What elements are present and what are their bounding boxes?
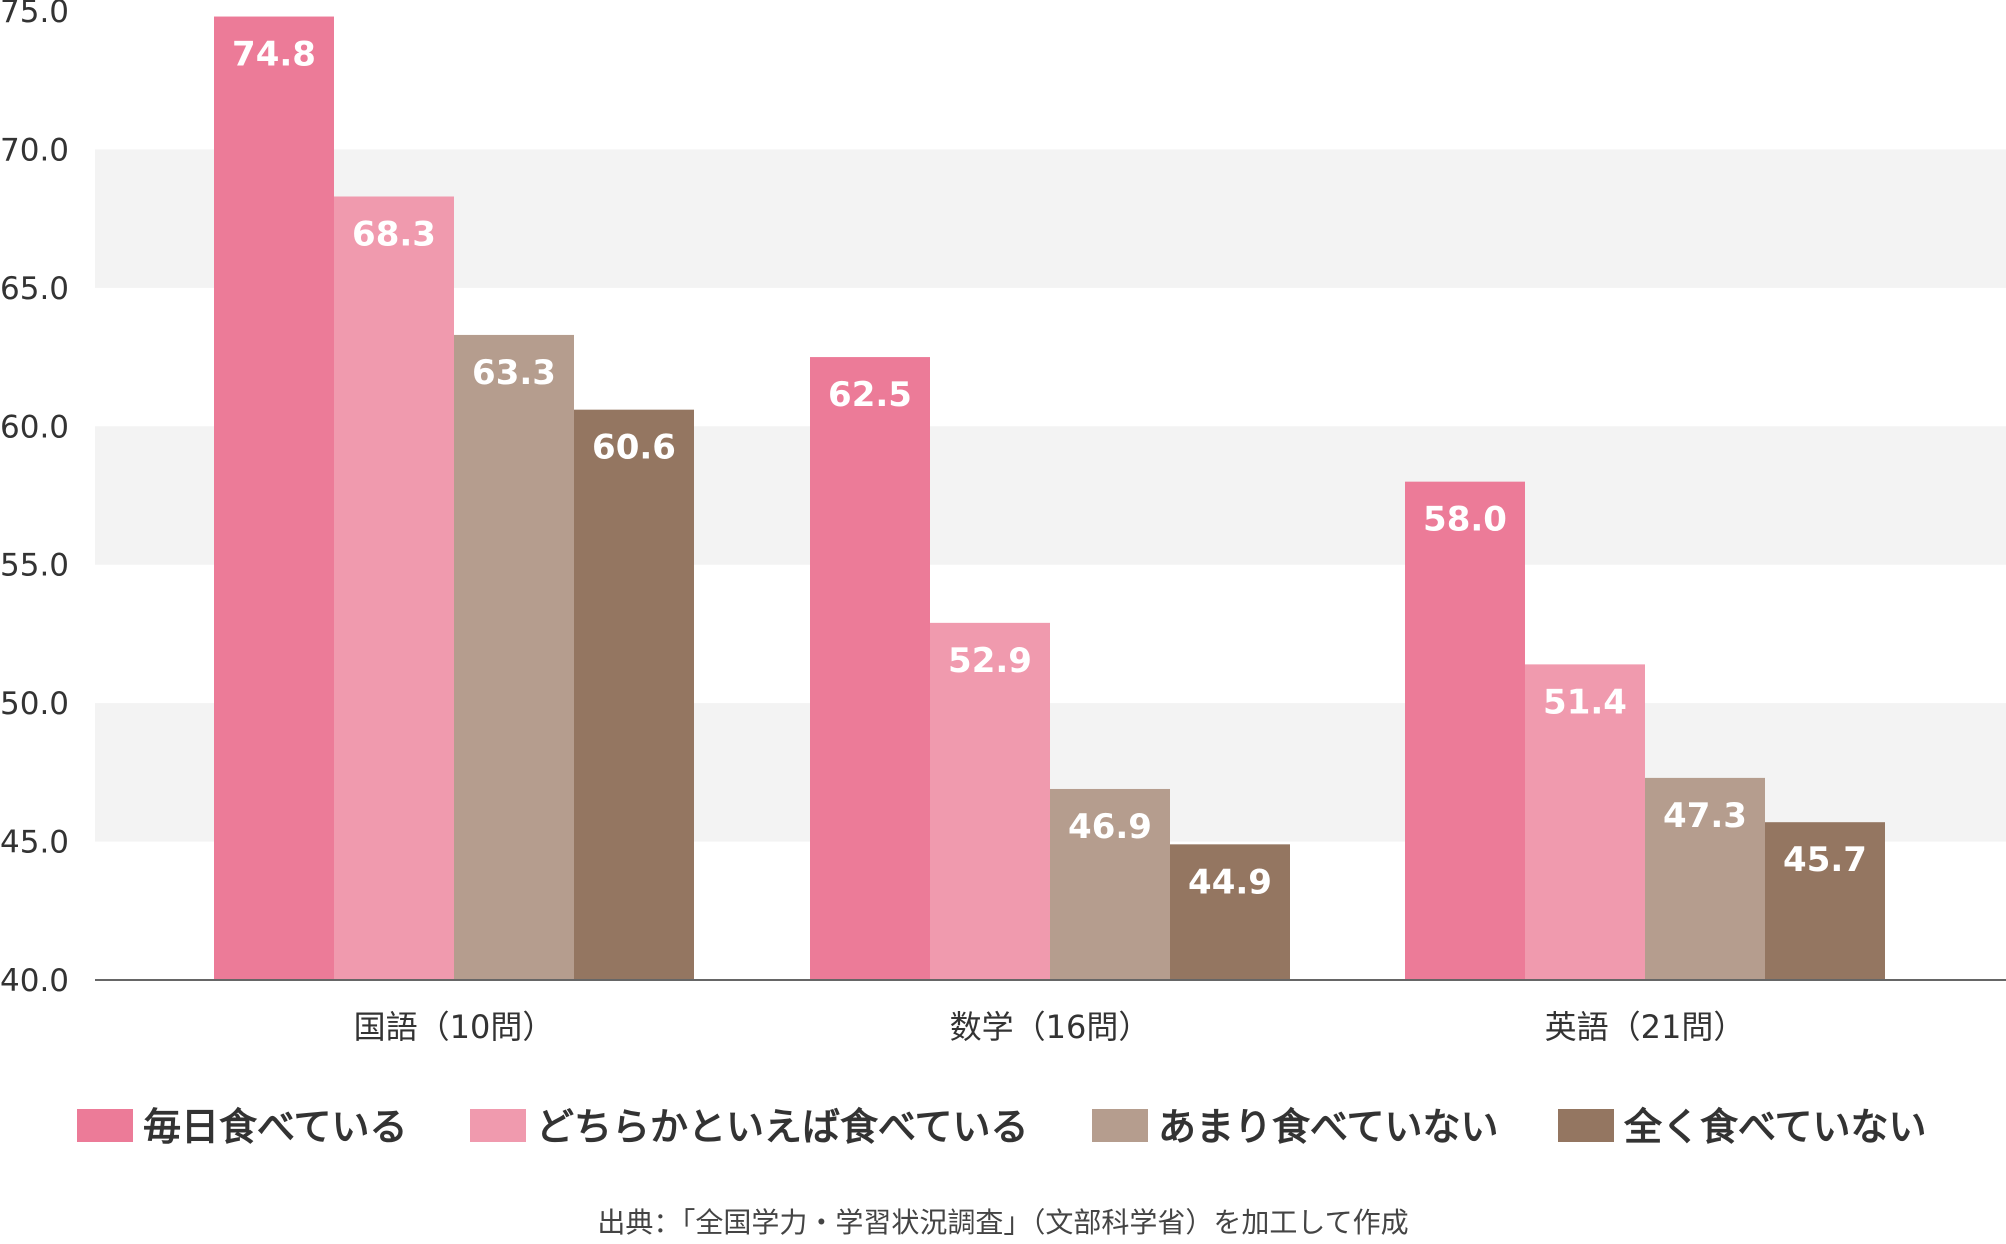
legend-swatch (1558, 1109, 1614, 1142)
legend: 毎日食べている どちらかといえば食べている あまり食べていない 全く食べていない (77, 1105, 1926, 1149)
y-axis-ticks: 40.0 45.0 50.0 55.0 60.0 65.0 70.0 75.0 (0, 0, 69, 999)
data-label: 74.8 (232, 35, 316, 75)
legend-label: 毎日食べている (143, 1105, 407, 1149)
legend-label: どちらかといえば食べている (536, 1105, 1028, 1149)
x-category-label: 国語（10問） (354, 1008, 555, 1046)
bar (214, 16, 334, 980)
bar (1050, 788, 1170, 980)
bar (1525, 664, 1645, 980)
y-tick-label: 75.0 (0, 0, 69, 30)
x-axis-categories: 国語（10問） 数学（16問） 英語（21問） (354, 1008, 1746, 1046)
y-tick-label: 40.0 (0, 963, 69, 999)
data-label: 63.3 (472, 353, 556, 393)
bar (454, 334, 574, 980)
data-labels: 74.8 68.3 63.3 60.6 62.5 52.9 46.9 44.9 58.0 51.4… (232, 35, 1867, 903)
bar (1170, 844, 1290, 980)
legend-swatch (77, 1109, 133, 1142)
data-label: 62.5 (828, 375, 912, 415)
bars (214, 16, 1885, 981)
legend-label: あまり食べていない (1158, 1105, 1498, 1149)
data-label: 52.9 (948, 641, 1032, 681)
legend-item: どちらかといえば食べている (470, 1105, 1028, 1149)
bar (810, 357, 930, 981)
source-note: 出典：「全国学力・学習状況調査」（文部科学省）を加工して作成 (597, 1206, 1408, 1239)
legend-item: 毎日食べている (77, 1105, 407, 1149)
y-tick-label: 45.0 (0, 825, 69, 861)
data-label: 68.3 (352, 214, 436, 254)
y-tick-label: 50.0 (0, 686, 69, 722)
bar (1765, 822, 1885, 980)
data-label: 51.4 (1543, 682, 1627, 722)
y-tick-label: 65.0 (0, 271, 69, 307)
bar (334, 196, 454, 981)
bar (1405, 481, 1525, 980)
y-tick-label: 70.0 (0, 132, 69, 168)
x-category-label: 英語（21問） (1545, 1008, 1746, 1046)
data-label: 47.3 (1663, 796, 1747, 836)
legend-item: 全く食べていない (1558, 1105, 1926, 1149)
x-category-label: 数学（16問） (950, 1008, 1151, 1046)
legend-swatch (470, 1109, 526, 1142)
data-label: 44.9 (1188, 862, 1272, 902)
y-tick-label: 55.0 (0, 548, 69, 584)
data-label: 45.7 (1783, 840, 1867, 880)
bar (1645, 777, 1765, 980)
legend-item: あまり食べていない (1092, 1105, 1498, 1149)
legend-label: 全く食べていない (1623, 1105, 1926, 1149)
y-tick-label: 60.0 (0, 409, 69, 445)
data-label: 58.0 (1423, 500, 1507, 540)
bar (574, 409, 694, 980)
bar (930, 622, 1050, 980)
data-label: 46.9 (1068, 807, 1152, 847)
legend-swatch (1092, 1109, 1148, 1142)
data-label: 60.6 (592, 428, 676, 468)
